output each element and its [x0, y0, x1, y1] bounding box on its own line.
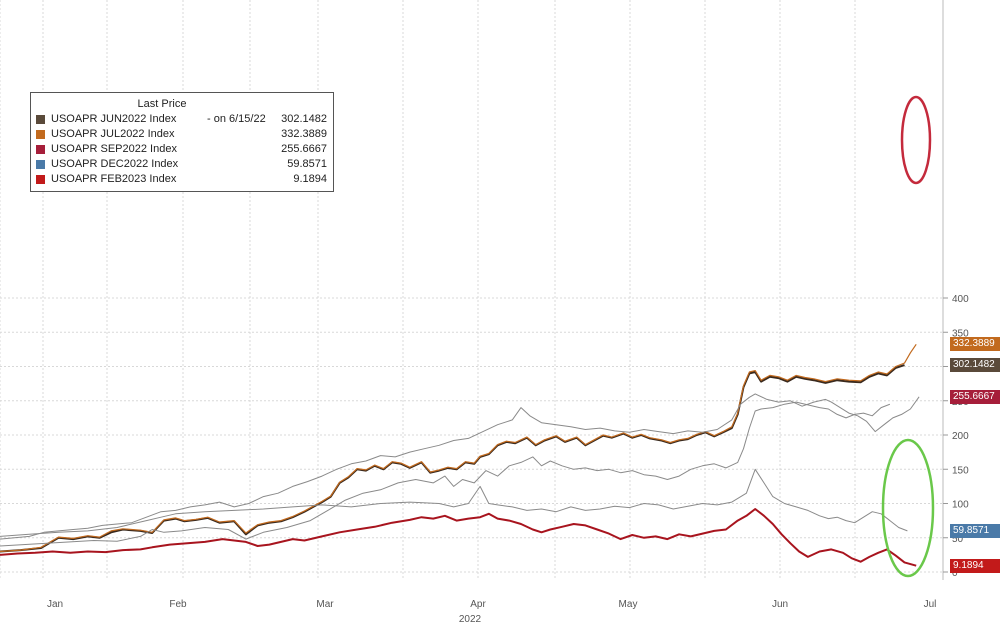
x-year-label: 2022 [459, 614, 482, 625]
series-line-3 [0, 401, 891, 547]
legend: Last Price USOAPR JUN2022 Index - on 6/1… [30, 92, 334, 192]
series-line-1 [0, 343, 917, 553]
x-tick-label: Jun [772, 599, 788, 610]
legend-note: - on 6/15/22 [207, 113, 266, 125]
legend-swatch [36, 175, 45, 184]
legend-value: 255.6667 [281, 143, 327, 155]
legend-entry-dec2022: USOAPR DEC2022 Index 59.8571 [31, 157, 333, 172]
highlight-ellipses [881, 95, 935, 578]
legend-entry-feb2023: USOAPR FEB2023 Index 9.1894 [31, 172, 333, 187]
y-tick-label: 0 [952, 568, 958, 579]
legend-entry-jul2022: USOAPR JUL2022 Index 332.3889 [31, 127, 333, 142]
last-price-badge: 332.3889 [950, 337, 1000, 352]
y-tick-label: 400 [952, 294, 969, 305]
x-tick-label: May [619, 599, 638, 610]
legend-name: USOAPR SEP2022 Index [51, 143, 177, 155]
x-tick-label: Jul [924, 599, 937, 610]
last-price-badge: 302.1482 [950, 358, 1000, 372]
legend-entry-jun2022: USOAPR JUN2022 Index - on 6/15/22 302.14… [31, 112, 333, 127]
legend-title: Last Price [137, 98, 187, 110]
y-tick-label: 350 [952, 328, 969, 339]
last-price-badge: 255.6667 [950, 389, 1000, 404]
x-tick-label: Jan [47, 599, 63, 610]
series-lines [0, 343, 920, 567]
series-line-4 [0, 468, 908, 537]
legend-value: 59.8571 [287, 158, 327, 170]
y-tick-label: 150 [952, 465, 969, 476]
last-price-badge: 59.8571 [950, 524, 1000, 538]
legend-swatch [36, 160, 45, 169]
y-tick-label: 200 [952, 431, 969, 442]
legend-swatch [36, 145, 45, 154]
legend-swatch [36, 130, 45, 139]
legend-value: 332.3889 [281, 128, 327, 140]
legend-name: USOAPR JUN2022 Index [51, 113, 177, 125]
y-tick-label: 100 [952, 500, 969, 511]
green-highlight-ellipse [881, 438, 935, 578]
x-tick-label: Apr [470, 599, 486, 610]
legend-name: USOAPR DEC2022 Index [51, 158, 179, 170]
last-price-badge: 9.1894 [950, 558, 1000, 573]
legend-value: 302.1482 [281, 113, 327, 125]
x-axis-ticks: Jan Feb Mar Apr May Jun Jul 2022 [47, 599, 936, 625]
x-tick-label: Mar [316, 599, 334, 610]
x-tick-label: Feb [169, 599, 187, 610]
legend-value: 9.1894 [293, 173, 327, 185]
legend-name: USOAPR FEB2023 Index [51, 173, 177, 185]
series-line-5 [0, 508, 917, 567]
series-line-2 [0, 393, 920, 540]
legend-name: USOAPR JUL2022 Index [51, 128, 175, 140]
legend-swatch [36, 115, 45, 124]
red-highlight-ellipse [900, 95, 932, 185]
y-tick-label: 50 [952, 534, 964, 545]
legend-entry-sep2022: USOAPR SEP2022 Index 255.6667 [31, 142, 333, 157]
